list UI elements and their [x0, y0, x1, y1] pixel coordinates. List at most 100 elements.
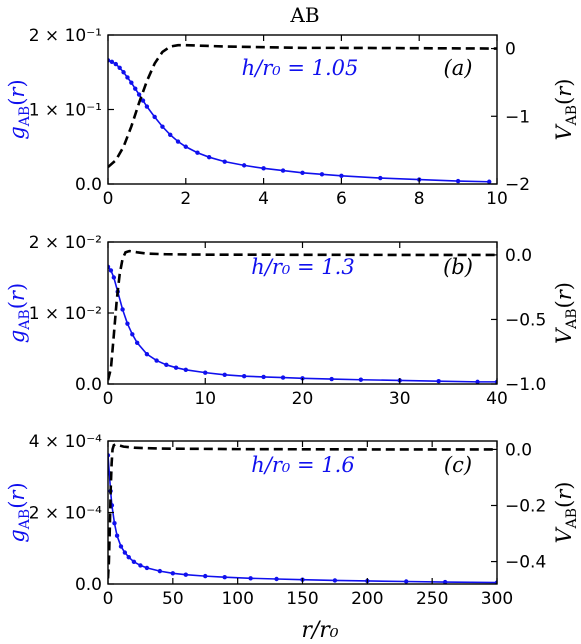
g-series-point: [203, 573, 208, 579]
right-y-tick-label: −1.0: [505, 375, 546, 395]
g-series-point: [404, 579, 409, 584]
right-y-axis-label: VAB(r): [552, 78, 580, 140]
g-series-point: [487, 179, 492, 184]
g-series-point: [126, 554, 131, 560]
x-tick-label: 150: [286, 589, 318, 609]
left-y-tick-label: 4 × 10⁻⁴: [29, 432, 102, 452]
g-series-point: [339, 173, 344, 179]
g-series-point: [436, 378, 441, 384]
right-y-tick-label: 0.0: [505, 246, 532, 266]
g-series-point: [133, 86, 138, 91]
left-y-tick-label: 0.0: [75, 175, 102, 195]
panel-label: (a): [444, 56, 473, 80]
g-series-point: [114, 533, 120, 538]
g-series-point: [118, 544, 124, 549]
x-tick-label: 300: [481, 589, 513, 609]
left-y-tick-label: 0.0: [75, 375, 102, 395]
g-series-point: [164, 362, 169, 368]
x-tick-label: 6: [336, 189, 347, 209]
g-series-point: [140, 98, 146, 103]
g-series-point: [125, 75, 130, 80]
g-series-point: [241, 373, 247, 379]
right-y-axis-label: VAB(r): [552, 481, 580, 543]
g-series-point: [125, 321, 130, 326]
g-series-point: [455, 178, 461, 184]
x-axis-label: r/r₀: [301, 618, 338, 643]
g-series-point: [109, 59, 115, 65]
g-series-point: [248, 576, 253, 581]
x-tick-label: 100: [221, 589, 253, 609]
g-series-point: [274, 576, 279, 582]
g-series-point: [378, 175, 383, 181]
parameter-annotation: h/r₀ = 1.6: [251, 453, 354, 477]
g-series-point: [203, 370, 208, 375]
left-y-axis-label: gAB(r): [5, 79, 33, 139]
g-series-point: [111, 275, 117, 280]
g-series-point: [108, 268, 114, 273]
g-series-point: [280, 375, 286, 380]
v-series-line: [108, 43, 497, 169]
g-series-point: [144, 565, 150, 571]
g-series-point: [130, 332, 135, 337]
g-series-point: [173, 365, 179, 370]
x-tick-label: 40: [486, 389, 508, 409]
g-series-point: [319, 172, 325, 177]
g-series-point: [206, 154, 212, 160]
g-series-point: [170, 571, 176, 576]
g-series-point: [195, 150, 200, 155]
left-y-tick-label: 2 × 10⁻²: [29, 233, 102, 253]
g-series-point: [183, 367, 188, 372]
left-y-tick-label: 2 × 10⁻⁴: [29, 504, 102, 524]
g-series-point: [332, 578, 338, 583]
x-tick-label: 2: [180, 189, 191, 209]
right-y-tick-label: −0.5: [505, 310, 546, 330]
left-y-tick-label: 2 × 10⁻¹: [29, 26, 102, 46]
v-series-line: [108, 442, 497, 579]
x-tick-label: 0: [103, 389, 114, 409]
g-series-point: [122, 550, 128, 555]
g-series-point: [329, 376, 334, 382]
g-series-point: [157, 568, 163, 574]
g-series-point: [160, 124, 165, 129]
g-series-point: [222, 372, 227, 377]
v-series-line: [108, 249, 497, 381]
g-series-point: [144, 104, 150, 109]
g-series-point: [175, 139, 181, 144]
g-series-point: [280, 168, 286, 173]
g-series-point: [168, 132, 173, 138]
g-series-point: [138, 563, 143, 568]
g-series-point: [241, 163, 247, 168]
x-tick-label: 0: [103, 189, 114, 209]
g-series-point: [144, 351, 150, 357]
g-series-point: [121, 70, 126, 75]
g-series-point: [112, 521, 117, 526]
x-tick-label: 10: [194, 389, 216, 409]
g-series-point: [183, 144, 188, 149]
left-y-tick-label: 1 × 10⁻²: [29, 304, 102, 324]
panel-label: (b): [443, 255, 473, 279]
panel-c: 0 50 100 150 200 250 300 0.0 2 × 10⁻⁴ 4 × 10⁻⁴ 0.0…: [5, 432, 580, 609]
left-y-tick-label: 0.0: [75, 575, 102, 595]
g-series-point: [475, 379, 480, 384]
g-series-point: [222, 575, 227, 580]
g-series-point: [261, 166, 266, 171]
x-tick-label: 0: [103, 589, 114, 609]
g-series-point: [120, 307, 125, 312]
x-tick-label: 30: [389, 389, 411, 409]
x-tick-label: 10: [486, 189, 508, 209]
right-y-axis-label: VAB(r): [552, 282, 580, 344]
x-tick-label: 4: [258, 189, 269, 209]
g-series-point: [183, 572, 188, 577]
right-y-tick-label: 0.0: [505, 440, 532, 460]
g-series-point: [117, 65, 122, 70]
right-y-tick-label: −0.2: [505, 496, 546, 516]
right-y-tick-label: 0: [505, 40, 516, 60]
parameter-annotation: h/r₀ = 1.3: [251, 255, 354, 279]
left-y-axis-label: gAB(r): [5, 482, 33, 542]
g-series-point: [152, 114, 157, 120]
g-series-point: [134, 340, 140, 346]
x-tick-label: 8: [414, 189, 425, 209]
x-tick-label: 250: [416, 589, 448, 609]
right-y-tick-label: −1: [505, 107, 530, 127]
